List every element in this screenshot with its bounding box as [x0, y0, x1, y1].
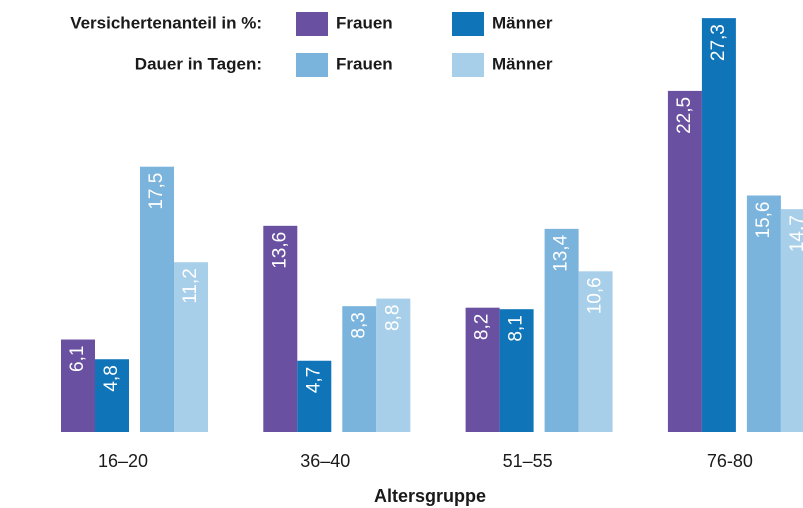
x-tick-label: 76-80 [707, 451, 753, 471]
legend-label: Männer [492, 13, 553, 32]
value-label: 13,6 [269, 232, 290, 269]
value-label: 8,8 [382, 305, 403, 331]
bar [61, 339, 95, 432]
value-label: 8,1 [506, 315, 527, 341]
bar [174, 262, 208, 432]
legend-swatch [452, 12, 484, 36]
bar [780, 209, 803, 432]
bar [544, 228, 579, 432]
x-tick-label: 16–20 [98, 451, 148, 471]
value-label: 4,7 [303, 367, 324, 393]
bar [95, 359, 129, 432]
legend-group-label: Versichertenanteil in %: [70, 13, 262, 32]
legend-group-label: Dauer in Tagen: [135, 54, 262, 73]
bar [376, 298, 411, 432]
bar [342, 306, 377, 432]
bar [667, 90, 702, 433]
legend-label: Männer [492, 54, 553, 73]
value-label: 8,2 [472, 314, 493, 340]
value-label: 13,4 [551, 234, 572, 271]
value-label: 15,6 [753, 202, 774, 239]
bar [263, 225, 298, 432]
bar [746, 195, 781, 432]
value-label: 27,3 [708, 24, 729, 61]
legend-swatch [452, 53, 484, 77]
value-label: 6,1 [67, 346, 88, 372]
bar [465, 307, 500, 432]
bar [140, 166, 174, 432]
legend-label: Frauen [336, 54, 393, 73]
bar [297, 360, 332, 432]
x-tick-label: 36–40 [300, 451, 350, 471]
x-tick-label: 51–55 [503, 451, 553, 471]
bar [578, 271, 613, 432]
value-label: 11,2 [180, 268, 201, 304]
legend-swatch [296, 53, 328, 77]
value-label: 4,8 [101, 365, 122, 391]
bar [701, 18, 736, 433]
x-axis-title: Altersgruppe [374, 486, 486, 506]
value-label: 17,5 [146, 173, 167, 210]
value-label: 14,7 [787, 215, 803, 252]
value-label: 22,5 [674, 97, 695, 134]
value-label: 10,6 [585, 277, 606, 314]
legend-label: Frauen [336, 13, 393, 32]
bar [499, 309, 534, 432]
value-label: 8,3 [348, 312, 369, 338]
legend-swatch [296, 12, 328, 36]
